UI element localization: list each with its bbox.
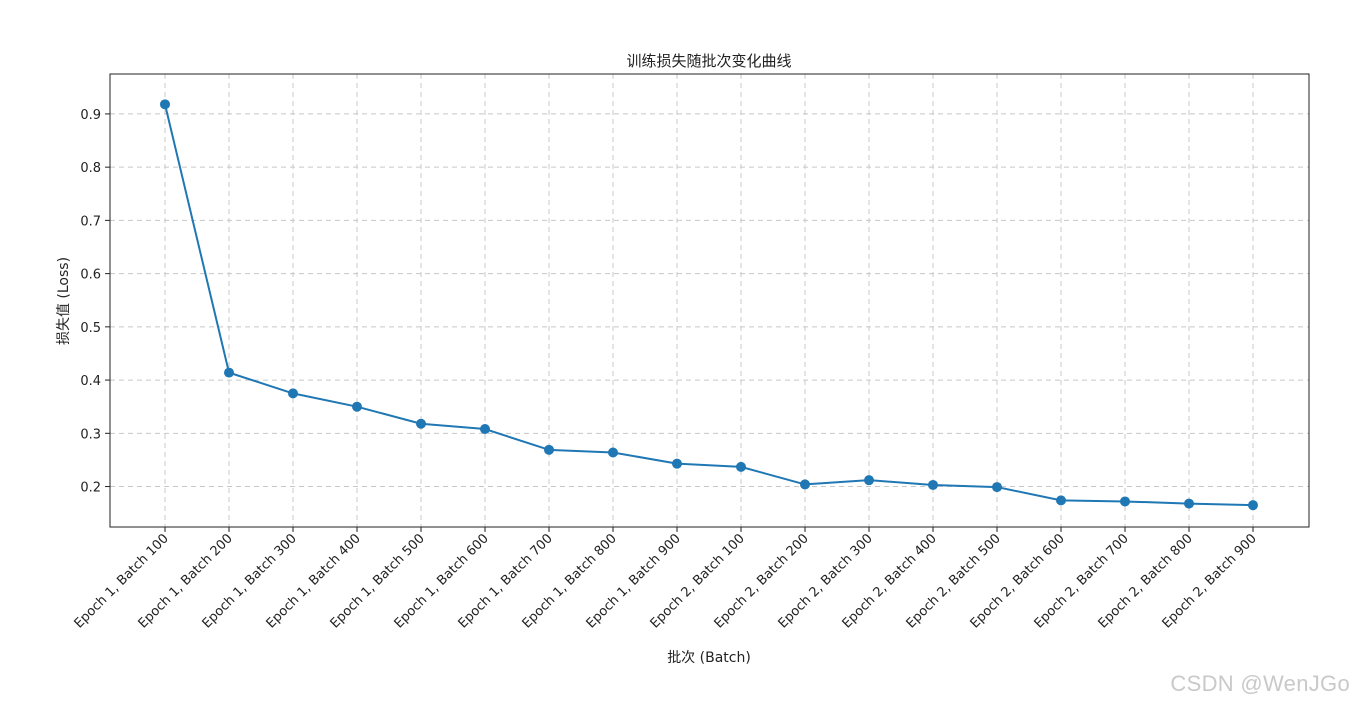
y-tick-label: 0.8 — [80, 161, 101, 176]
data-point — [1184, 498, 1194, 509]
grid — [110, 74, 1309, 527]
loss-line — [164, 104, 1254, 507]
data-point — [544, 444, 554, 455]
data-point — [288, 388, 298, 399]
y-tick-label: 0.7 — [80, 214, 101, 229]
y-tick-label: 0.3 — [80, 427, 101, 442]
y-tick-label: 0.6 — [80, 268, 101, 283]
y-tick-label: 0.9 — [80, 108, 101, 123]
series-layer — [160, 99, 1258, 511]
chart-title: 训练损失随批次变化曲线 — [626, 52, 791, 70]
data-point — [1248, 500, 1258, 511]
data-point — [928, 479, 938, 490]
axes — [105, 73, 1310, 532]
data-point — [416, 418, 426, 429]
data-point — [992, 482, 1002, 493]
data-point — [864, 475, 874, 486]
data-point — [224, 367, 234, 378]
data-point — [480, 424, 490, 435]
data-point — [1120, 496, 1130, 507]
data-point — [800, 479, 810, 490]
data-point — [608, 447, 618, 458]
y-tick-label: 0.4 — [80, 374, 101, 389]
data-point — [160, 99, 170, 110]
x-axis-label: 批次 (Batch) — [667, 650, 751, 666]
data-point — [736, 461, 746, 472]
data-point — [1056, 495, 1066, 506]
watermark: CSDN @WenJGo — [1170, 671, 1350, 696]
plot-frame — [109, 73, 1310, 528]
data-point — [672, 458, 682, 469]
y-tick-label: 0.2 — [80, 481, 101, 496]
y-axis-label: 损失值 (Loss) — [56, 257, 72, 345]
data-point — [352, 401, 362, 412]
y-tick-label: 0.5 — [80, 321, 101, 336]
